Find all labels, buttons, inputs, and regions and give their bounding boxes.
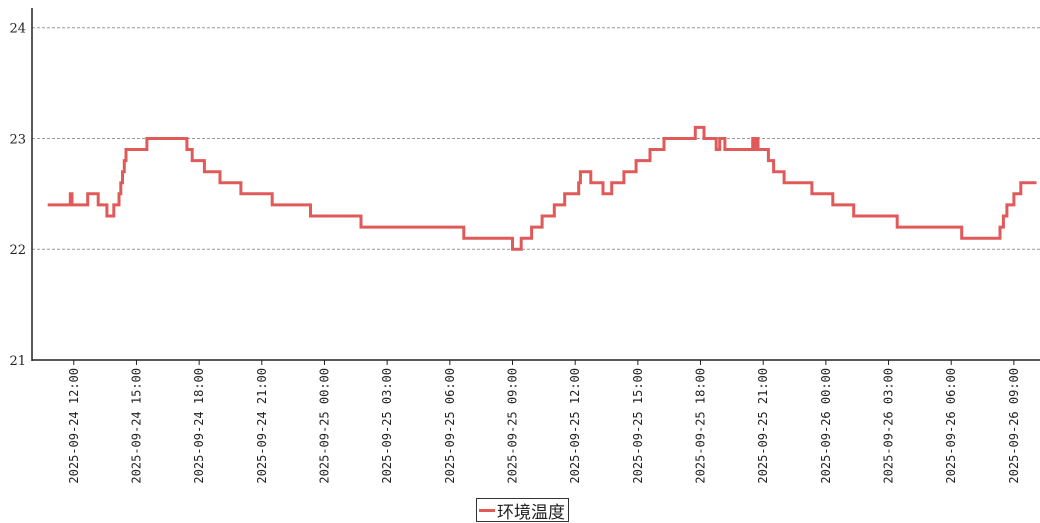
x-tick-label: 2025-09-24 18:00 xyxy=(192,368,206,484)
y-tick-label: 21 xyxy=(9,354,26,369)
x-tick-label: 2025-09-25 03:00 xyxy=(380,368,394,484)
x-tick-label: 2025-09-24 21:00 xyxy=(255,368,269,484)
x-tick-label: 2025-09-25 09:00 xyxy=(505,368,519,484)
series-group xyxy=(47,125,1037,251)
x-tick-label: 2025-09-25 15:00 xyxy=(631,368,645,484)
legend-swatch xyxy=(479,508,495,512)
x-tick-label: 2025-09-26 09:00 xyxy=(1007,368,1021,484)
x-tick-label: 2025-09-24 12:00 xyxy=(67,368,81,484)
x-axis-ticks: 2025-09-24 12:00 2025-09-24 15:00 2025-09-… xyxy=(67,360,1021,484)
y-tick-label: 24 xyxy=(9,22,26,37)
x-tick-label: 2025-09-25 21:00 xyxy=(756,368,770,484)
x-tick-label: 2025-09-25 12:00 xyxy=(568,368,582,484)
x-tick-label: 2025-09-26 00:00 xyxy=(819,368,833,484)
x-tick-label: 2025-09-25 00:00 xyxy=(317,368,331,484)
legend-label: 环境温度 xyxy=(497,502,565,523)
x-tick-label: 2025-09-25 18:00 xyxy=(694,368,708,484)
grid-lines xyxy=(32,27,1040,250)
x-tick-label: 2025-09-26 03:00 xyxy=(882,368,896,484)
y-axis-ticks: 21 22 23 24 xyxy=(9,22,26,369)
legend[interactable]: 环境温度 xyxy=(476,498,569,523)
y-tick-label: 23 xyxy=(9,132,26,147)
axes xyxy=(31,8,1040,361)
x-tick-label: 2025-09-26 06:00 xyxy=(944,368,958,484)
x-tick-label: 2025-09-25 06:00 xyxy=(443,368,457,484)
x-tick-label: 2025-09-24 15:00 xyxy=(129,368,143,484)
y-tick-label: 22 xyxy=(9,243,26,258)
series-line xyxy=(47,125,1037,251)
